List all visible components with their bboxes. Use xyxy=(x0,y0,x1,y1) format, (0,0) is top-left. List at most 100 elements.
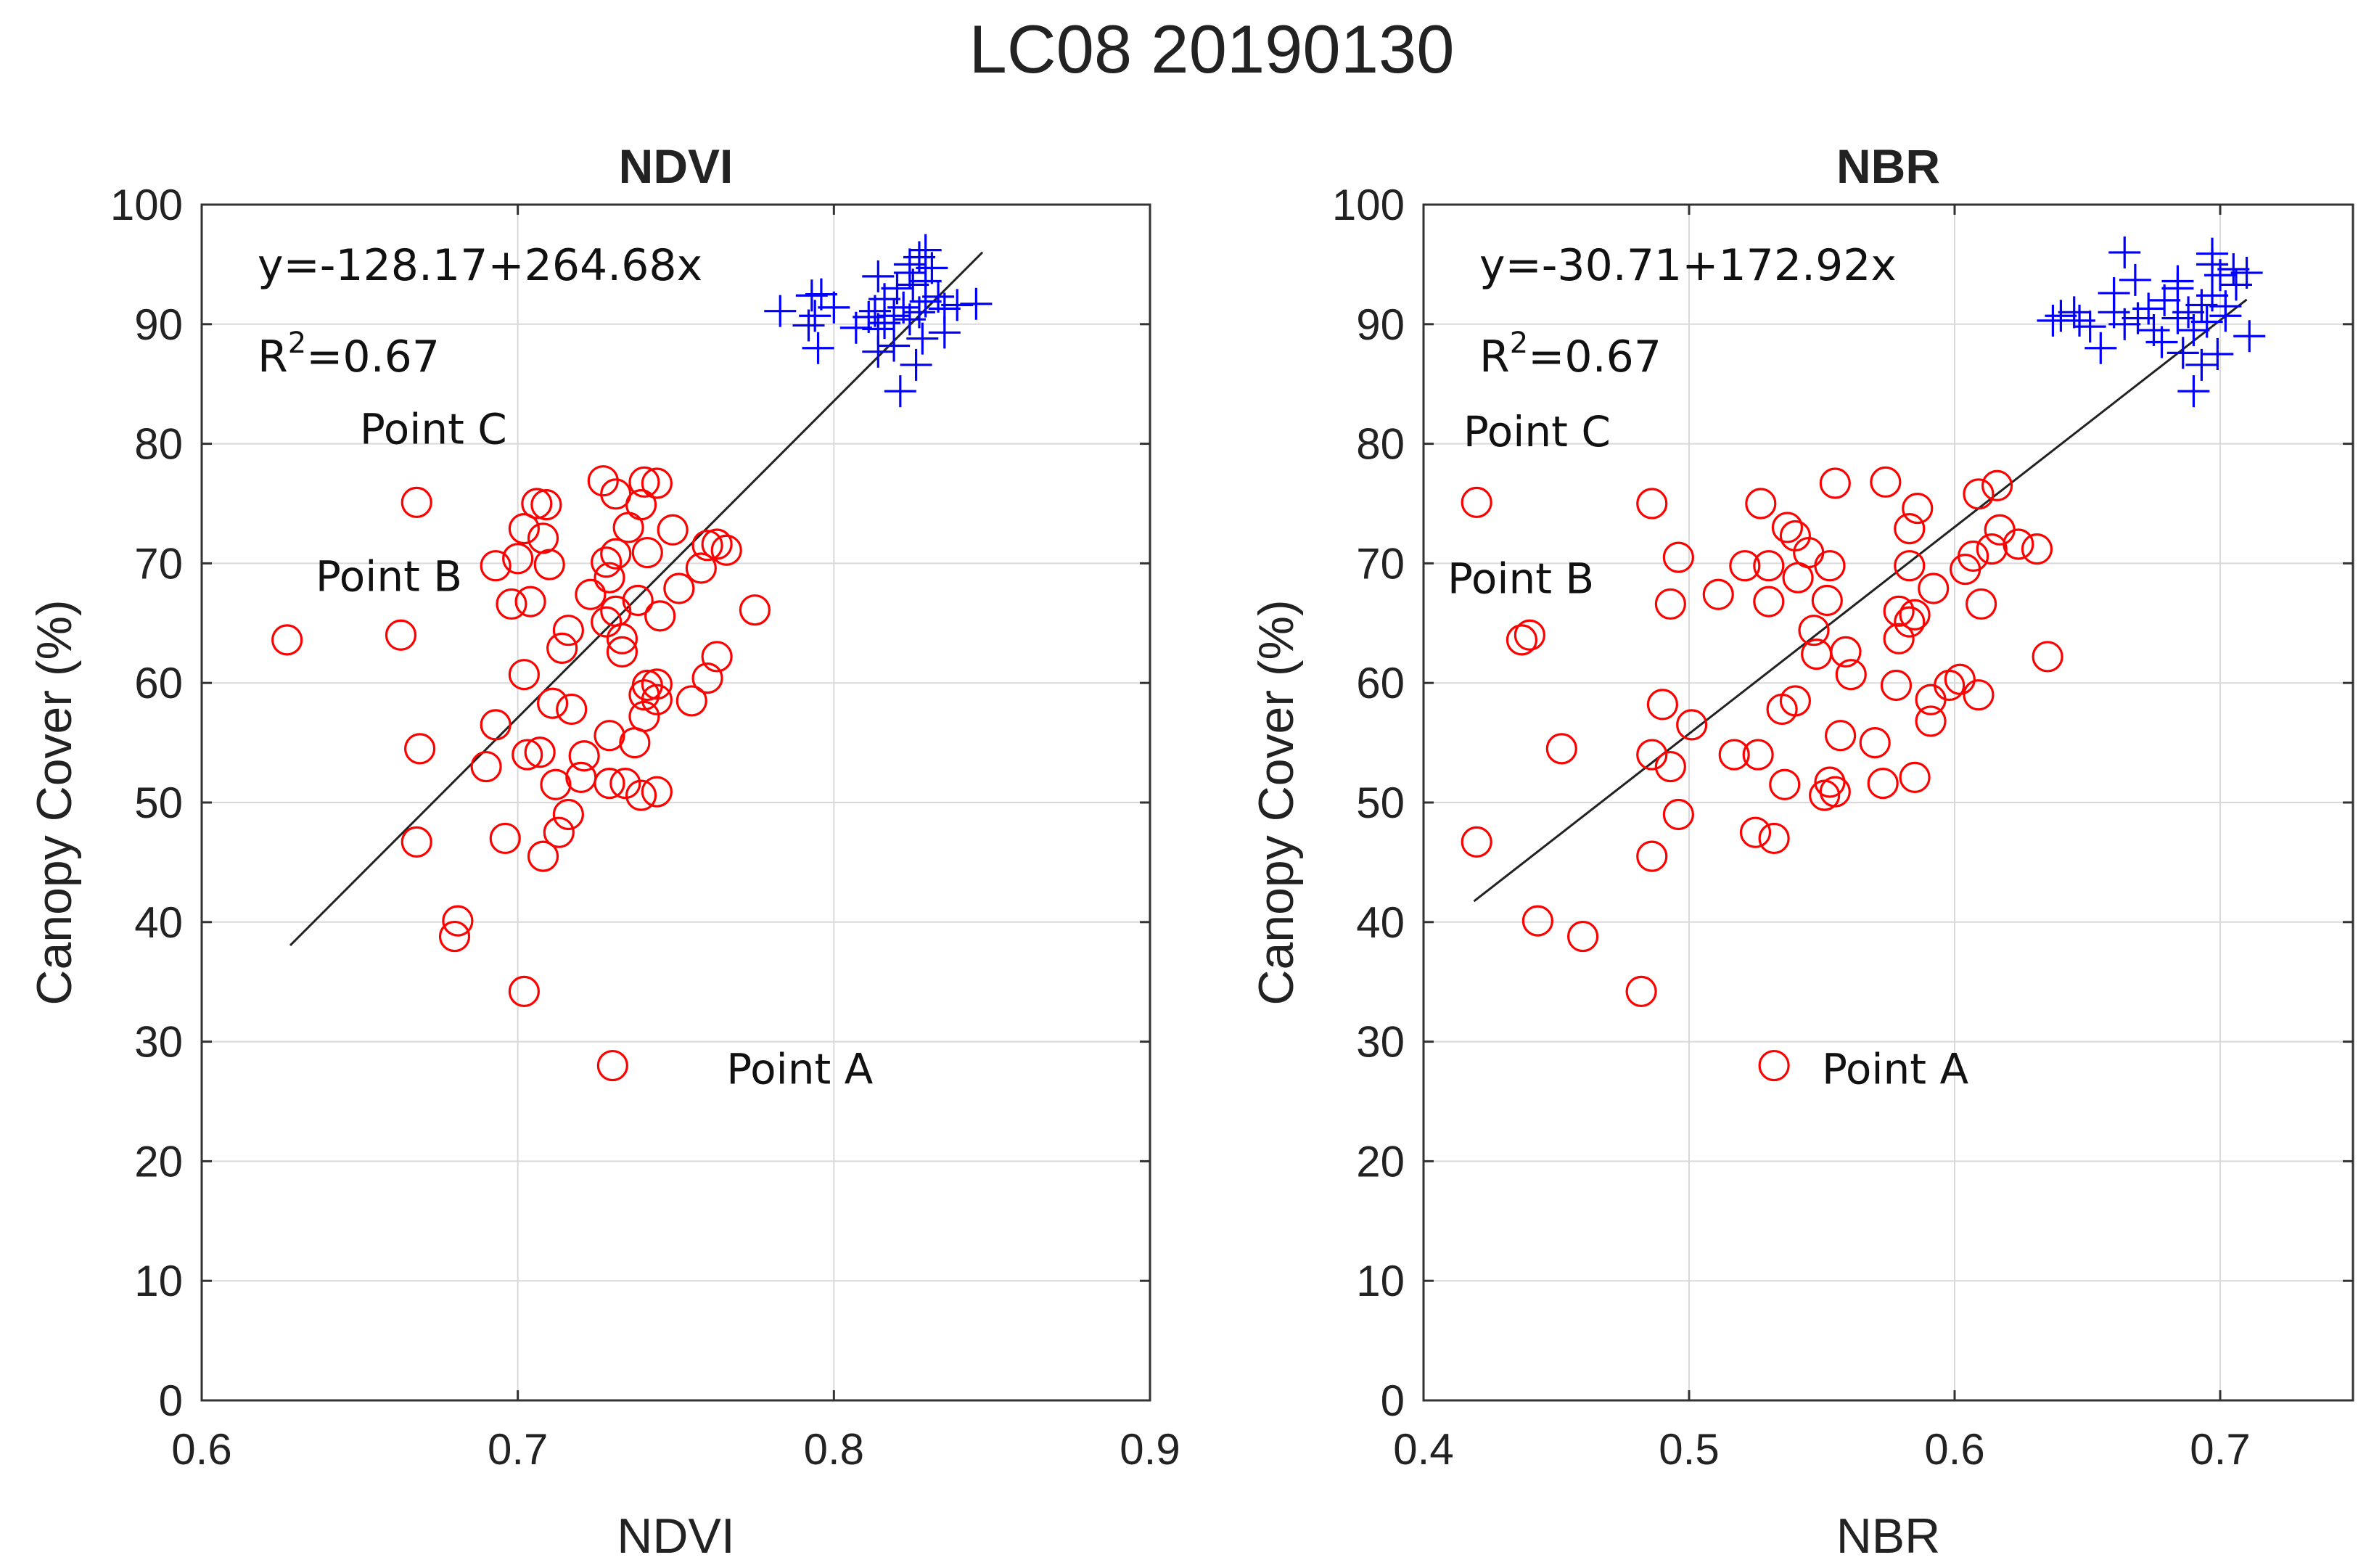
non-forest-point xyxy=(1769,768,1801,800)
forest-point xyxy=(881,272,913,305)
non-forest-point xyxy=(1718,739,1750,771)
forest-point xyxy=(799,300,831,332)
point-annotation: Point C xyxy=(360,405,507,454)
non-forest-point xyxy=(401,826,432,858)
non-forest-point xyxy=(1981,469,2013,501)
forest-point xyxy=(878,329,911,362)
y-tick-label: 100 xyxy=(1332,181,1405,229)
non-forest-point xyxy=(1835,659,1867,691)
forest-point xyxy=(2190,305,2223,338)
non-forest-point xyxy=(1753,586,1785,617)
non-forest-point xyxy=(591,606,623,638)
forest-point xyxy=(960,287,993,320)
non-forest-point xyxy=(1742,739,1774,771)
forest-point xyxy=(903,241,935,274)
regression-line xyxy=(1473,298,2248,903)
non-forest-point xyxy=(663,572,695,604)
y-tick-label: 0 xyxy=(1381,1376,1405,1425)
non-forest-point xyxy=(540,768,572,800)
non-forest-point xyxy=(502,543,534,575)
y-tick-label: 80 xyxy=(1356,420,1405,469)
forest-point xyxy=(2217,253,2250,285)
non-forest-point xyxy=(701,641,733,673)
point-annotation: Point C xyxy=(1463,407,1611,456)
axis-ticks: 0 10 20 30 40 50 60 70 80 90 100 0.6 0.7 0.8 0.9 xyxy=(110,181,1180,1474)
forest-point xyxy=(909,234,942,266)
y-tick-label: 50 xyxy=(134,779,183,827)
non-forest-point xyxy=(438,920,471,953)
forest-point xyxy=(922,280,955,313)
x-tick-label: 0.9 xyxy=(1120,1425,1180,1474)
non-forest-point xyxy=(1963,679,1995,711)
non-forest-point xyxy=(1753,550,1785,582)
x-tick-label: 0.6 xyxy=(171,1425,231,1474)
non-forest-point xyxy=(1899,761,1931,793)
r-squared-exponent: 2 xyxy=(1510,327,1528,360)
forest-point xyxy=(941,289,974,321)
forest-point xyxy=(906,322,939,355)
forest-point xyxy=(2145,326,2178,358)
non-forest-point xyxy=(641,668,673,700)
non-forest-point xyxy=(527,522,559,554)
r-squared: R2=0.67 xyxy=(258,327,440,382)
non-forest-point xyxy=(691,530,723,562)
forest-point xyxy=(2098,276,2130,309)
non-forest-point xyxy=(1729,550,1761,582)
forest-point xyxy=(897,268,929,301)
non-forest-point xyxy=(1966,588,1997,620)
forest-point xyxy=(884,375,916,408)
x-axis-label: NBR xyxy=(1836,1509,1941,1564)
axes-frame xyxy=(1422,203,2354,1402)
non-forest-point xyxy=(1894,550,1926,582)
non-forest-point xyxy=(1625,975,1657,1007)
non-forest-point xyxy=(1745,488,1777,520)
forest-series xyxy=(2037,236,2266,408)
y-tick-label: 60 xyxy=(134,659,183,707)
non-forest-point xyxy=(631,669,663,702)
non-forest-point xyxy=(1513,619,1545,651)
ndvi-chart: 0 10 20 30 40 50 60 70 80 90 100 0.6 0.7 0.8 0.9 NDVI Ca… xyxy=(27,139,1180,1564)
forest-point xyxy=(2058,296,2090,329)
non-forest-point xyxy=(641,776,673,808)
non-forest-series xyxy=(1461,466,2063,1082)
non-forest-point xyxy=(1867,768,1899,800)
non-forest-point xyxy=(1944,663,1976,695)
non-forest-point xyxy=(1894,606,1926,638)
y-axis-label: Canopy Cover (%) xyxy=(27,599,82,1005)
non-forest-point xyxy=(496,588,527,620)
non-forest-point xyxy=(442,905,474,937)
forest-series xyxy=(764,234,993,408)
figure-title: LC08 20190130 xyxy=(969,11,1454,87)
axis-ticks: 0 10 20 30 40 50 60 70 80 90 100 0.4 0.5 0.6 0.7 xyxy=(1332,181,2353,1474)
non-forest-point xyxy=(543,816,575,848)
non-forest-point xyxy=(1798,615,1830,647)
forest-point xyxy=(2196,237,2229,270)
forest-point xyxy=(795,279,828,312)
y-tick-label: 100 xyxy=(110,181,183,229)
non-forest-point xyxy=(480,550,512,582)
non-forest-point xyxy=(521,488,553,520)
non-forest-point xyxy=(489,822,521,855)
r-squared: R2=0.67 xyxy=(1479,327,1662,382)
non-forest-point xyxy=(631,536,663,569)
forest-point xyxy=(2233,320,2266,353)
forest-point xyxy=(2172,296,2205,329)
non-forest-point xyxy=(575,578,607,610)
forest-point xyxy=(928,292,961,325)
y-tick-label: 30 xyxy=(1356,1018,1405,1067)
non-forest-point xyxy=(1506,624,1538,656)
non-forest-point xyxy=(594,562,625,594)
non-forest-point xyxy=(596,1049,628,1082)
non-forest-point xyxy=(527,840,559,872)
non-forest-point xyxy=(1894,513,1926,545)
non-forest-point xyxy=(1636,488,1668,520)
point-annotation: Point B xyxy=(1447,554,1594,604)
non-forest-point xyxy=(1676,709,1708,741)
forest-point xyxy=(887,291,920,324)
non-forest-point xyxy=(480,709,512,741)
non-forest-point xyxy=(1819,776,1851,808)
non-forest-point xyxy=(385,619,417,651)
point-annotation: Point A xyxy=(1822,1044,1968,1093)
non-forest-point xyxy=(1654,750,1686,783)
